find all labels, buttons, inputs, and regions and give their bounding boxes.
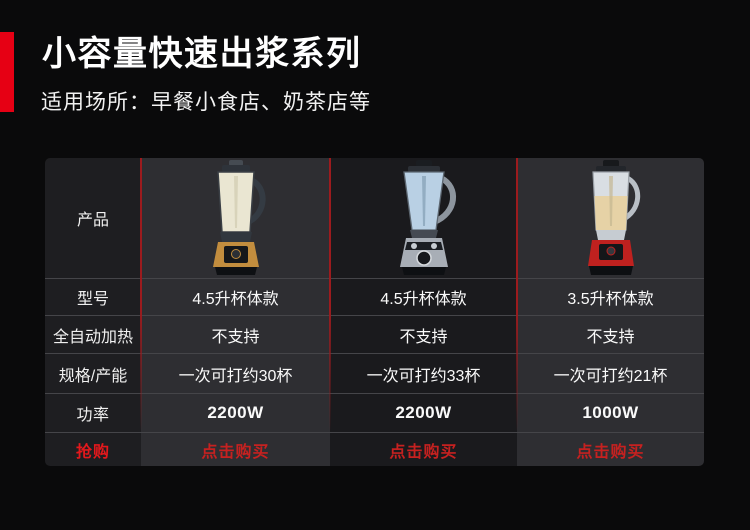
row-label-power: 功率	[45, 393, 141, 432]
power-cell: 2200W	[141, 393, 330, 432]
model-cell: 4.5升杯体款	[330, 278, 517, 315]
auto-heat-cell: 不支持	[330, 315, 517, 353]
red-accent-bar	[0, 32, 14, 112]
blender-image-gold	[212, 160, 266, 275]
buy-button[interactable]: 点击购买	[330, 432, 517, 466]
blender-image-silver	[399, 160, 456, 275]
page-subtitle: 适用场所：早餐小食店、奶茶店等	[41, 91, 371, 114]
power-cell: 1000W	[517, 393, 704, 432]
model-cell: 3.5升杯体款	[517, 278, 704, 315]
capacity-cell: 一次可打约21杯	[517, 353, 704, 393]
product-image-cell-2	[330, 158, 517, 278]
product-column-3: 3.5升杯体款 不支持 一次可打约21杯 1000W 点击购买	[517, 158, 704, 466]
product-image-cell-1	[141, 158, 330, 278]
capacity-cell: 一次可打约33杯	[330, 353, 517, 393]
blender-image-red	[587, 160, 640, 275]
auto-heat-cell: 不支持	[517, 315, 704, 353]
product-column-1: 4.5升杯体款 不支持 一次可打约30杯 2200W 点击购买	[141, 158, 330, 466]
page-title: 小容量快速出浆系列	[42, 35, 362, 73]
auto-heat-cell: 不支持	[141, 315, 330, 353]
row-labels-column: 产品 型号 全自动加热 规格/产能 功率 抢购	[45, 158, 141, 466]
product-column-2: 4.5升杯体款 不支持 一次可打约33杯 2200W 点击购买	[330, 158, 517, 466]
product-image-cell-3	[517, 158, 704, 278]
buy-button[interactable]: 点击购买	[517, 432, 704, 466]
row-label-product: 产品	[76, 212, 109, 229]
row-label-buy: 抢购	[45, 432, 141, 466]
row-label-model: 型号	[45, 278, 141, 315]
buy-button[interactable]: 点击购买	[141, 432, 330, 466]
row-label-auto-heat: 全自动加热	[45, 315, 141, 353]
model-cell: 4.5升杯体款	[141, 278, 330, 315]
row-label-capacity: 规格/产能	[45, 353, 141, 393]
power-cell: 2200W	[330, 393, 517, 432]
capacity-cell: 一次可打约30杯	[141, 353, 330, 393]
product-comparison-table: 产品 型号 全自动加热 规格/产能 功率 抢购 4.5升杯体款 不支持 一次可打…	[45, 158, 704, 466]
